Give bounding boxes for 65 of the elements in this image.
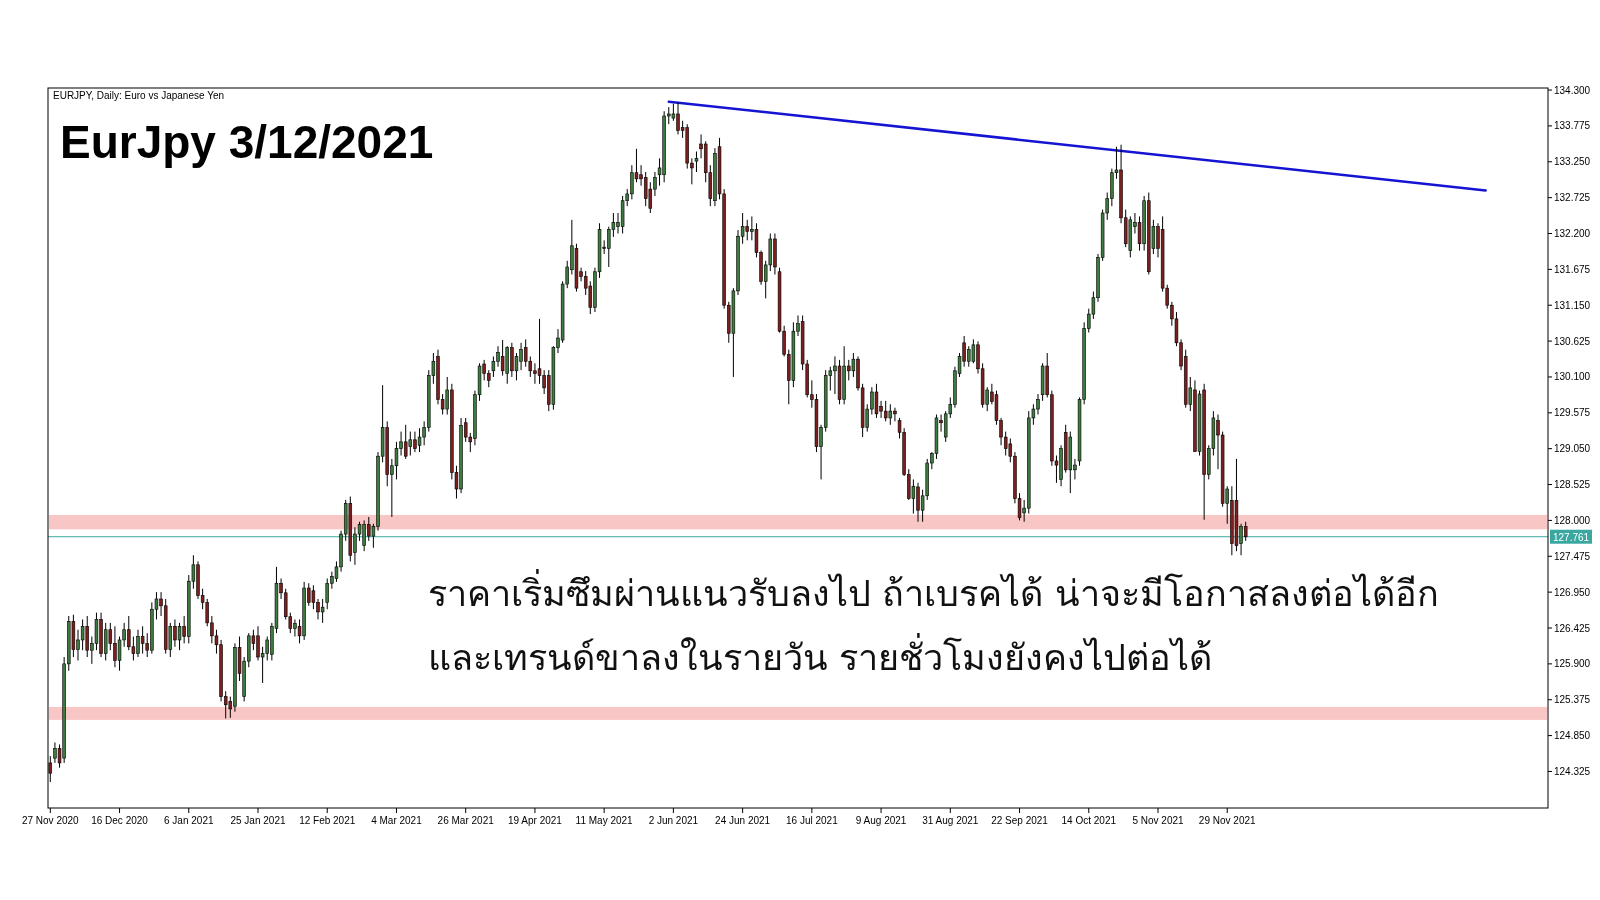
x-tick-label: 26 Mar 2021 (437, 815, 495, 826)
candlestick (648, 181, 653, 214)
candlestick (311, 584, 316, 610)
text: EurJpy 3/12/2021 (60, 116, 434, 168)
chart-subtitle: EURJPY, Daily: Euro vs Japanese Yen (53, 90, 225, 101)
x-tick-label: 24 Jun 2021 (715, 815, 771, 826)
candlestick (94, 612, 99, 651)
y-tick-label: 129.050 (1554, 443, 1591, 455)
candlestick (320, 598, 325, 624)
candlestick (643, 171, 648, 207)
candlestick (911, 478, 916, 515)
x-tick-label: 31 Aug 2021 (922, 815, 979, 826)
y-tick-label: 127.475 (1554, 550, 1591, 562)
x-tick-label: 4 Mar 2021 (371, 815, 423, 826)
y-tick-label: 130.625 (1554, 335, 1591, 347)
candlestick (874, 383, 879, 419)
y-tick-label: 133.775 (1554, 120, 1591, 132)
candlestick (888, 403, 893, 426)
x-tick-label: 5 Nov 2021 (1132, 815, 1185, 826)
x-tick-label: 2 Jun 2021 (648, 815, 699, 826)
ref-line-label: 127.761 (1553, 531, 1590, 543)
y-tick-label: 132.725 (1554, 192, 1591, 204)
x-tick-label: 14 Oct 2021 (1061, 815, 1117, 826)
x-tick-label: 16 Jul 2021 (785, 815, 839, 826)
y-tick-label: 125.900 (1554, 658, 1591, 670)
y-tick-label: 133.250 (1554, 156, 1591, 168)
annotation: ราคาเริ่มซึมผ่านแนวรับลงไป ถ้าเบรคได้ น่าจะมีโอกาสลงต่อได้อีก (428, 569, 1439, 614)
candlestick (417, 427, 422, 453)
y-tick-label: 131.675 (1554, 263, 1591, 275)
x-tick-label: 22 Sep 2021 (991, 815, 1049, 826)
x-tick-label: 9 Aug 2021 (855, 815, 907, 826)
x-tick-label: 12 Feb 2021 (299, 815, 356, 826)
y-tick-label: 131.150 (1554, 299, 1591, 311)
candlestick (403, 424, 408, 460)
candlestick (491, 355, 496, 378)
y-tick-label: 130.100 (1554, 371, 1591, 383)
x-tick-label: 11 May 2021 (575, 815, 634, 826)
x-tick-label: 27 Nov 2020 (21, 815, 80, 826)
x-tick-label: 29 Nov 2021 (1198, 815, 1257, 826)
x-tick-label: 19 Apr 2021 (507, 815, 563, 826)
y-tick-label: 128.525 (1554, 479, 1591, 491)
y-tick-label: 124.325 (1554, 765, 1591, 777)
candlestick (537, 318, 542, 385)
candlestick (694, 151, 699, 173)
candlestick (140, 625, 145, 655)
y-tick-label: 132.200 (1554, 228, 1591, 239)
y-tick-label: 124.850 (1554, 730, 1591, 742)
y-tick-label: 129.575 (1554, 407, 1591, 419)
x-tick-label: 16 Dec 2020 (91, 815, 149, 826)
candlestick (80, 618, 85, 651)
y-tick-label: 128.000 (1554, 514, 1591, 526)
x-tick-label: 6 Jan 2021 (164, 815, 214, 826)
y-tick-label: 126.950 (1554, 586, 1591, 598)
candlestick (523, 338, 528, 368)
candlestick (1243, 521, 1248, 542)
annotation: และเทรนด์ขาลงในรายวัน รายชั่วโมงยังคงไปต่อได้ (428, 633, 1213, 678)
candlestick (177, 622, 182, 651)
candlestick (883, 400, 888, 422)
candlestick (408, 431, 413, 457)
x-tick-label: 25 Jan 2021 (230, 815, 286, 826)
candlestick (103, 622, 108, 661)
y-tick-label: 126.425 (1554, 622, 1591, 634)
y-tick-label: 134.300 (1554, 84, 1591, 96)
candlestick (500, 339, 505, 377)
y-tick-label: 125.375 (1554, 694, 1591, 706)
